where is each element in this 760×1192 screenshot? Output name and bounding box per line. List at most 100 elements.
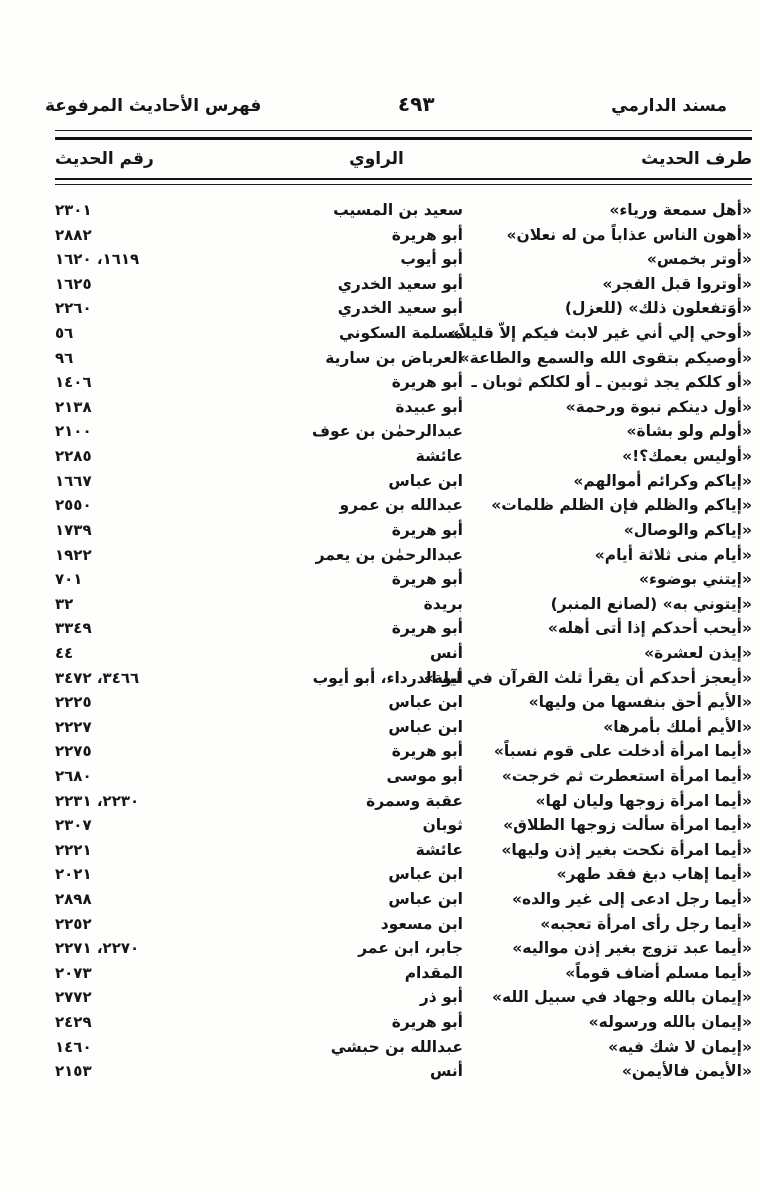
hadith-text: «أيما عبد تزوج بغير إذن مواليه» xyxy=(512,939,752,958)
narrator-name: ابن عباس xyxy=(388,890,463,909)
hadith-text: «أهون الناس عذاباً من له نعلان» xyxy=(506,225,752,244)
divider-top-thin xyxy=(55,130,752,131)
table-row: «أو كلكم يجد ثوبين ـ أو لكلكم ثوبان ـ أب… xyxy=(55,370,752,395)
narrator-name: مسلمة السكوني xyxy=(338,324,463,343)
table-row: «إيتني بوضوء» أبو هريرة ٧٠١ xyxy=(55,567,752,592)
table-row: «الأيم أملك بأمرها» ابن عباس ٢٢٢٧ xyxy=(55,714,752,739)
hadith-text: «الأيمن فالأيمن» xyxy=(621,1062,752,1081)
narrator-name: أبو عبيدة xyxy=(395,397,463,416)
hadith-text: «إيذن لعشرة» xyxy=(644,643,752,662)
hadith-text: «إيتوني به» (لصانع المنبر) xyxy=(550,594,752,613)
hadith-number: ١٦١٩، ١٦٢٠ xyxy=(55,250,140,269)
narrator-name: ابن عباس xyxy=(388,693,463,712)
narrator-name: أبو ذر xyxy=(419,988,463,1007)
hadith-text: «أيما مسلم أضاف قوماً» xyxy=(565,963,752,982)
hadith-number: ١٩٢٢ xyxy=(55,545,92,564)
table-row: «أيما امرأة استعطرت ثم خرجت» أبو موسى ٢٦… xyxy=(55,764,752,789)
narrator-name: عبدالله بن عمرو xyxy=(339,496,463,515)
hadith-text: «إياكم وكرائم أموالهم» xyxy=(573,471,752,490)
hadith-number: ٢٥٥٠ xyxy=(55,496,92,515)
column-header-hadith-start: طرف الحديث xyxy=(641,148,752,169)
hadith-number: ٣٣٤٩ xyxy=(55,619,92,638)
table-row: «أولم ولو بشاة» عبدالرحمٰن بن عوف ٢١٠٠ xyxy=(55,419,752,444)
narrator-name: أنس xyxy=(429,643,463,662)
running-head: مسند الدارمي ٤٩٣ فهرس الأحاديث المرفوعة xyxy=(0,0,760,120)
narrator-name: سعيد بن المسيب xyxy=(333,200,463,219)
narrator-name: عبدالله بن حبشي xyxy=(330,1037,463,1056)
table-row: «أوتر بخمس» أبو أيوب ١٦١٩، ١٦٢٠ xyxy=(55,247,752,272)
table-row: «أيما امرأة سألت زوجها الطلاق» ثوبان ٢٣٠… xyxy=(55,813,752,838)
hadith-text: «أو كلكم يجد ثوبين ـ أو لكلكم ثوبان ـ xyxy=(471,373,753,392)
hadith-number: ٣٤٦٦، ٣٤٧٢ xyxy=(55,668,140,687)
table-row: «إيتوني به» (لصانع المنبر) بريدة ٣٢ xyxy=(55,591,752,616)
narrator-name: أبو هريرة xyxy=(391,225,463,244)
hadith-text: «أيام منى ثلاثة أيام» xyxy=(594,545,752,564)
table-row: «إيمان بالله ورسوله» أبو هريرة ٢٤٢٩ xyxy=(55,1010,752,1035)
table-row: «أيما عبد تزوج بغير إذن مواليه» جابر، اب… xyxy=(55,936,752,961)
narrator-name: بريدة xyxy=(423,594,463,613)
table-header-row: طرف الحديث الراوي رقم الحديث xyxy=(55,140,752,178)
hadith-number: ٢٨٨٢ xyxy=(55,225,92,244)
table-row: «أهل سمعة ورياء» سعيد بن المسيب ٢٣٠١ xyxy=(55,198,752,223)
hadith-text: «إيتني بوضوء» xyxy=(638,570,752,589)
hadith-number: ٢٧٧٢ xyxy=(55,988,92,1007)
hadith-number: ١٧٣٩ xyxy=(55,520,92,539)
hadith-number: ٢٢٥٢ xyxy=(55,914,92,933)
column-header-narrator: الراوي xyxy=(349,148,404,169)
hadith-number: ٢٣٠١ xyxy=(55,200,92,219)
table-row: «أيما مسلم أضاف قوماً» المقدام ٢٠٧٣ xyxy=(55,961,752,986)
hadith-text: «أوصيكم بتقوى الله والسمع والطاعة» xyxy=(459,348,752,367)
narrator-name: ابن عباس xyxy=(388,471,463,490)
hadith-number: ٩٦ xyxy=(55,348,74,367)
hadith-text: «أولم ولو بشاة» xyxy=(626,422,752,441)
hadith-text: «أيما رجل رأى امرأة تعجبه» xyxy=(540,914,752,933)
hadith-number: ٢٠٧٣ xyxy=(55,963,92,982)
table-row: «أيما امرأة زوجها وليان لها» عقبة وسمرة … xyxy=(55,788,752,813)
table-row: «أول دينكم نبوة ورحمة» أبو عبيدة ٢١٣٨ xyxy=(55,395,752,420)
section-title: فهرس الأحاديث المرفوعة xyxy=(45,96,262,116)
divider-top-thick xyxy=(55,137,752,140)
table-row: «أيحب أحدكم إذا أتى أهله» أبو هريرة ٣٣٤٩ xyxy=(55,616,752,641)
index-table-block: طرف الحديث الراوي رقم الحديث «أهل سمعة و… xyxy=(55,130,752,1084)
narrator-name: ابن مسعود xyxy=(380,914,463,933)
hadith-number: ١٦٢٥ xyxy=(55,274,92,293)
hadith-number: ١٦٦٧ xyxy=(55,471,92,490)
hadith-text: «أيعجز أحدكم أن يقرأ ثلث القرآن في ليلة» xyxy=(423,668,752,687)
hadith-number: ٢٢٧٠، ٢٢٧١ xyxy=(55,939,140,958)
hadith-number: ٢٢٦٠ xyxy=(55,299,92,318)
hadith-text: «أوَتفعلون ذلك» (للعزل) xyxy=(564,299,752,318)
narrator-name: جابر، ابن عمر xyxy=(358,939,463,958)
narrator-name: أبو سعيد الخدري xyxy=(337,274,463,293)
narrator-name: أنس xyxy=(429,1062,463,1081)
hadith-text: «أوتروا قبل الفجر» xyxy=(602,274,752,293)
hadith-text: «أوحي إلي أني غير لابث فيكم إلاّ قليلاً» xyxy=(449,324,752,343)
table-row: «إيمان بالله وجهاد في سبيل الله» أبو ذر … xyxy=(55,985,752,1010)
hadith-number: ٢٦٨٠ xyxy=(55,767,92,785)
hadith-number: ٢٠٢١ xyxy=(55,865,92,884)
table-row: «أوَتفعلون ذلك» (للعزل) أبو سعيد الخدري … xyxy=(55,296,752,321)
table-row: «إيذن لعشرة» أنس ٤٤ xyxy=(55,641,752,666)
hadith-text: «إيمان لا شك فيه» xyxy=(608,1037,752,1056)
table-row: «إياكم والظلم فإن الظلم ظلمات» عبدالله ب… xyxy=(55,493,752,518)
hadith-number: ٢٣٠٧ xyxy=(55,816,92,835)
hadith-text: «أوتر بخمس» xyxy=(646,250,752,269)
table-row: «إياكم وكرائم أموالهم» ابن عباس ١٦٦٧ xyxy=(55,468,752,493)
narrator-name: أبو هريرة xyxy=(391,373,463,392)
table-row: «أوحي إلي أني غير لابث فيكم إلاّ قليلاً»… xyxy=(55,321,752,346)
hadith-text: «إياكم والوصال» xyxy=(623,520,752,539)
table-row: «الأيمن فالأيمن» أنس ٢١٥٣ xyxy=(55,1059,752,1084)
hadith-number: ٥٦ xyxy=(55,324,74,343)
divider-bottom-thin xyxy=(55,183,752,185)
table-row: «أيام منى ثلاثة أيام» عبدالرحمٰن بن يعمر… xyxy=(55,542,752,567)
table-row: «أيعجز أحدكم أن يقرأ ثلث القرآن في ليلة»… xyxy=(55,665,752,690)
hadith-number: ٢٢٢٧ xyxy=(55,717,92,736)
narrator-name: عقبة وسمرة xyxy=(366,791,463,810)
hadith-text: «إيمان بالله وجهاد في سبيل الله» xyxy=(491,988,752,1007)
table-row: «أيما امرأة أدخلت على قوم نسباً» أبو هري… xyxy=(55,739,752,764)
table-row: «أهون الناس عذاباً من له نعلان» أبو هرير… xyxy=(55,222,752,247)
narrator-name: أبو موسى xyxy=(386,767,464,785)
table-row: «إياكم والوصال» أبو هريرة ١٧٣٩ xyxy=(55,518,752,543)
table-row: «أوتروا قبل الفجر» أبو سعيد الخدري ١٦٢٥ xyxy=(55,272,752,297)
page-number: ٤٩٣ xyxy=(397,92,435,116)
narrator-name: ابن عباس xyxy=(388,717,463,736)
